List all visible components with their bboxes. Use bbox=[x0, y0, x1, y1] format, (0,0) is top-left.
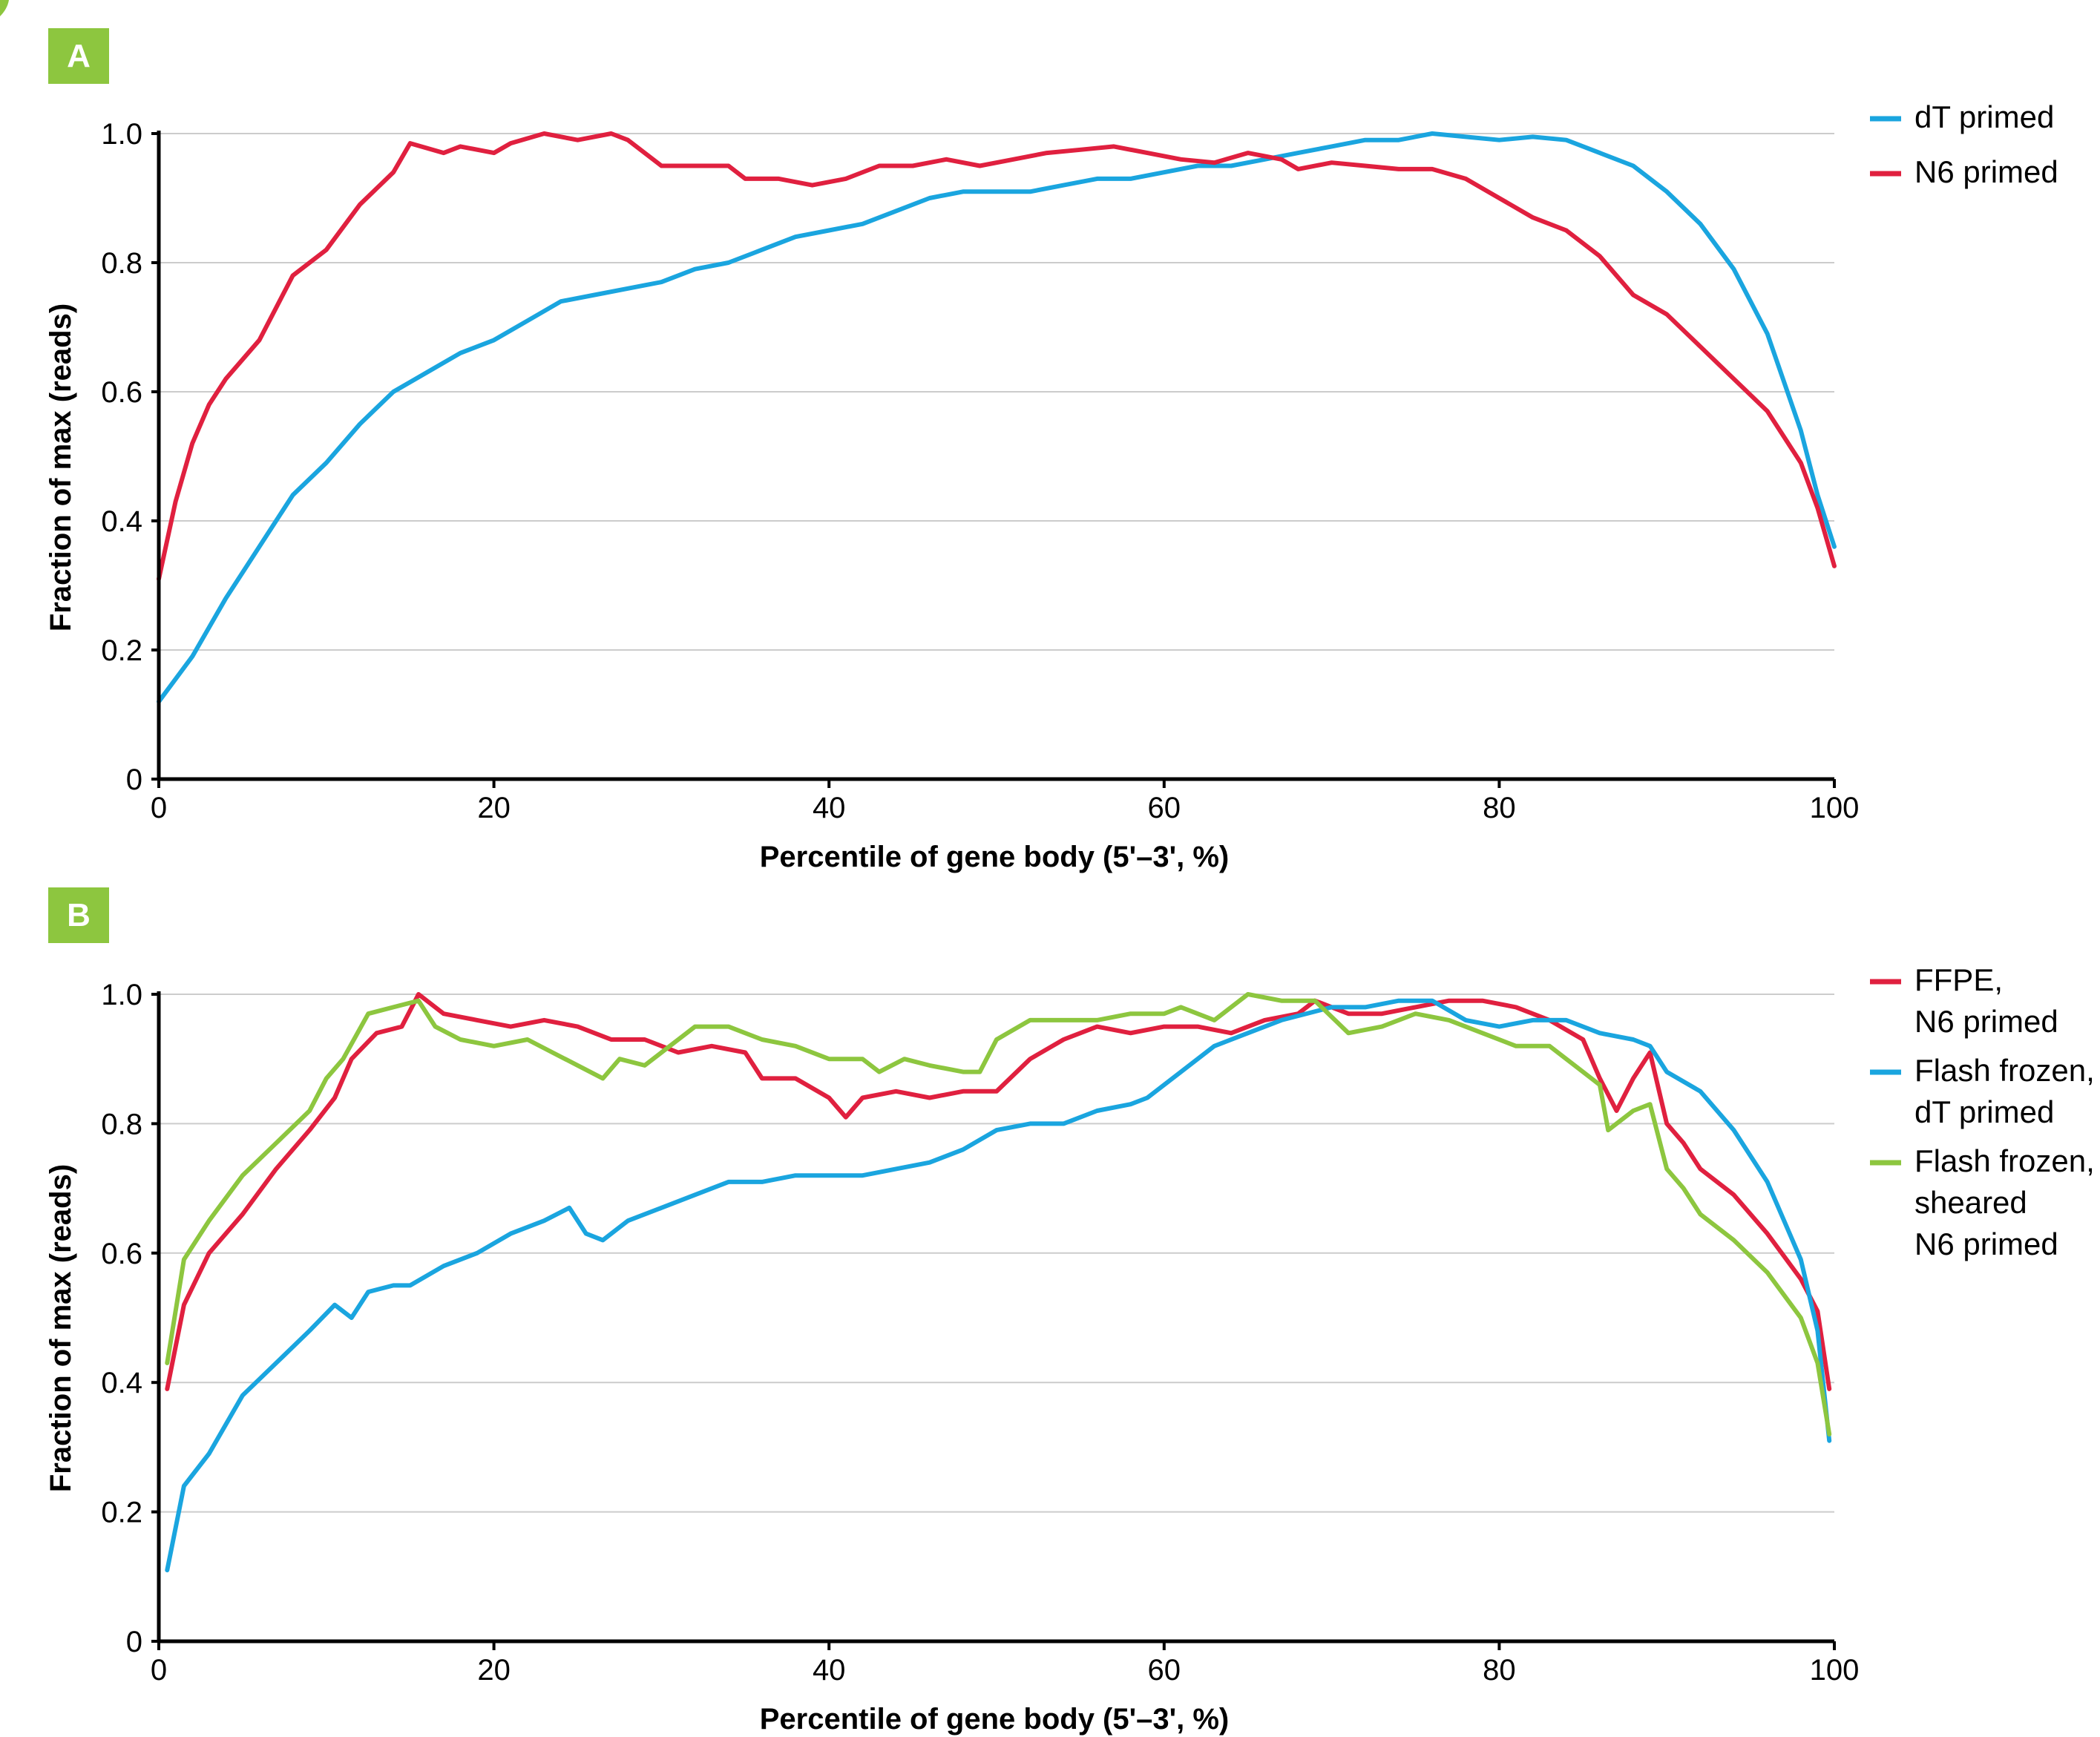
y-tick-label: 0.2 bbox=[101, 1497, 142, 1529]
x-tick-label: 100 bbox=[1810, 792, 1860, 824]
panel-a-grid bbox=[159, 133, 1834, 651]
series-line-1 bbox=[157, 131, 1837, 704]
y-tick-label: 1.0 bbox=[101, 979, 142, 1011]
panel-b-badge bbox=[48, 887, 109, 943]
panel-a-x-axis-label: Percentile of gene body (5'–3', %) bbox=[760, 841, 1230, 873]
y-tick-label: 0.4 bbox=[101, 505, 142, 538]
x-tick-label: 0 bbox=[151, 1654, 167, 1687]
series-line-2 bbox=[165, 998, 1832, 1573]
y-tick-label: 0.4 bbox=[101, 1367, 142, 1399]
legend-label: dT primed bbox=[1914, 99, 2054, 134]
legend-label: FFPE, bbox=[1914, 962, 2003, 997]
panel-a-axes bbox=[151, 131, 1836, 788]
x-tick-label: 80 bbox=[1483, 1654, 1516, 1687]
series-line-1 bbox=[165, 992, 1832, 1391]
panel-a-y-tick-labels: 0 0.2 0.4 0.6 0.8 1.0 bbox=[101, 118, 142, 796]
legend-label: N6 primed bbox=[1914, 1004, 2058, 1039]
y-tick-label: 0 bbox=[126, 1626, 142, 1658]
x-tick-label: 80 bbox=[1483, 792, 1516, 824]
x-tick-label: 60 bbox=[1148, 1654, 1181, 1687]
legend-label: N6 primed bbox=[1914, 1227, 2058, 1261]
legend-label: Flash frozen, bbox=[1914, 1143, 2095, 1178]
panel-b-legend: FFPE, N6 primed Flash frozen, dT primed Flas… bbox=[1870, 962, 2095, 1261]
x-tick-label: 40 bbox=[813, 792, 846, 824]
panel-b-y-axis-label: Fraction of max (reads) bbox=[45, 1164, 77, 1492]
x-tick-label: 20 bbox=[477, 792, 511, 824]
legend-label: dT primed bbox=[1914, 1094, 2054, 1129]
panel-b-series bbox=[165, 992, 1832, 1573]
panel-a-y-axis-label: Fraction of max (reads) bbox=[45, 303, 77, 631]
x-tick-label: 100 bbox=[1810, 1654, 1860, 1687]
x-tick-label: 0 bbox=[151, 792, 167, 824]
panel-b-y-tick-labels: 0 0.2 0.4 0.6 0.8 1.0 bbox=[101, 979, 142, 1658]
panel-a-legend: dT primed N6 primed bbox=[1870, 99, 2058, 189]
legend-label: sheared bbox=[1914, 1185, 2027, 1220]
panel-b-x-axis-label: Percentile of gene body (5'–3', %) bbox=[760, 1703, 1230, 1736]
panel-b-label: B bbox=[67, 897, 91, 933]
y-tick-label: 0.8 bbox=[101, 1108, 142, 1140]
y-tick-label: 0.8 bbox=[101, 247, 142, 280]
y-tick-label: 0.6 bbox=[101, 376, 142, 409]
legend-label: N6 primed bbox=[1914, 154, 2058, 189]
corner-arc-decoration bbox=[0, 0, 9, 16]
panel-a-label: A bbox=[67, 38, 91, 74]
y-tick-label: 0.2 bbox=[101, 634, 142, 667]
panel-a: A 0 0.2 0.4 0.6 0.8 1.0 0 20 40 60 80 100 Percenti… bbox=[45, 28, 2058, 873]
series-line-2 bbox=[157, 131, 1837, 582]
legend-label: Flash frozen, bbox=[1914, 1053, 2095, 1088]
panel-a-series bbox=[157, 131, 1837, 704]
y-tick-label: 1.0 bbox=[101, 118, 142, 151]
x-tick-label: 20 bbox=[477, 1654, 511, 1687]
panel-b-x-tick-labels: 0 20 40 60 80 100 bbox=[151, 1654, 1860, 1687]
x-tick-label: 60 bbox=[1148, 792, 1181, 824]
series-line-3 bbox=[165, 992, 1832, 1436]
panel-b-grid bbox=[159, 994, 1834, 1513]
x-tick-label: 40 bbox=[813, 1654, 846, 1687]
y-tick-label: 0.6 bbox=[101, 1238, 142, 1270]
y-tick-label: 0 bbox=[126, 764, 142, 796]
panel-b: B 0 0.2 0.4 0.6 0.8 1.0 0 20 40 60 80 100 Percenti… bbox=[45, 887, 2095, 1736]
panel-b-axes bbox=[151, 991, 1836, 1650]
panel-a-x-tick-labels: 0 20 40 60 80 100 bbox=[151, 792, 1860, 824]
panel-a-badge bbox=[48, 28, 109, 84]
